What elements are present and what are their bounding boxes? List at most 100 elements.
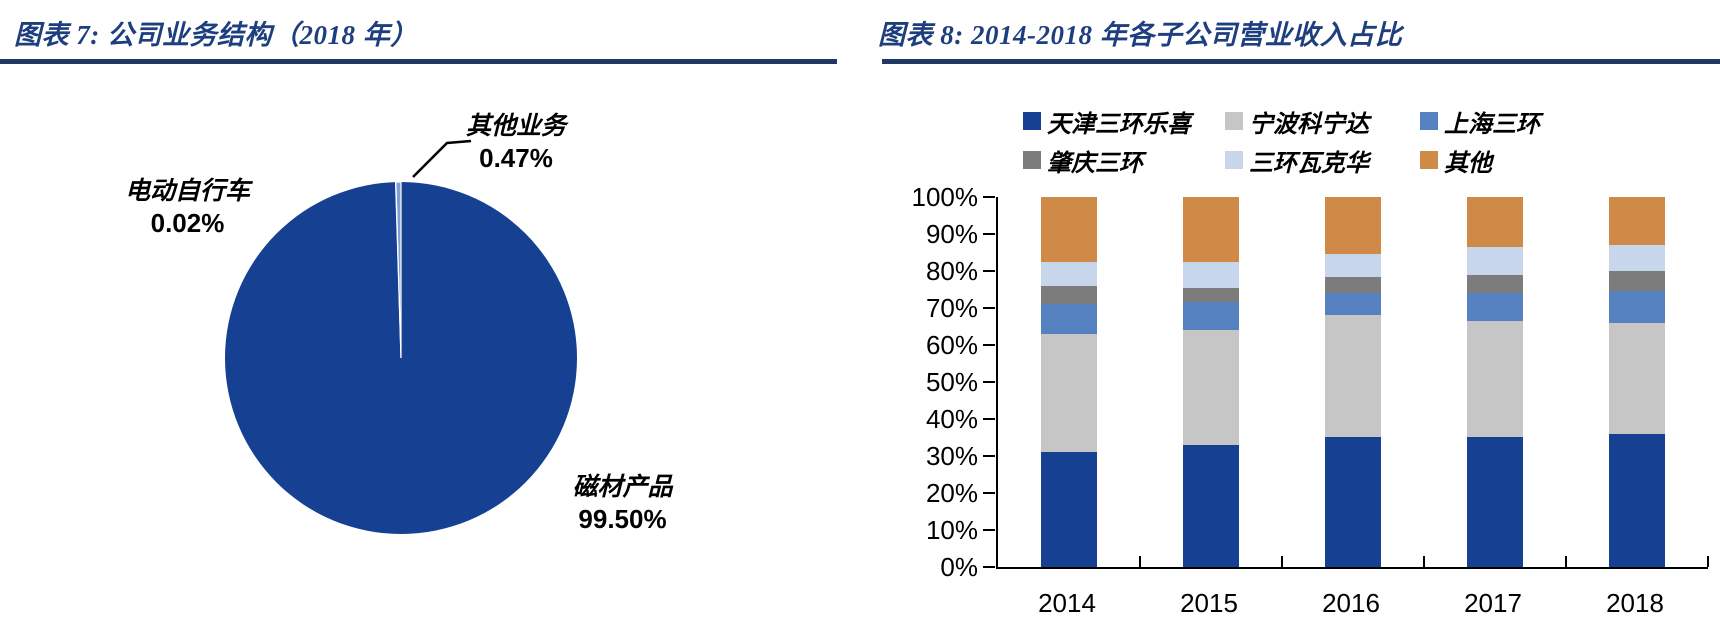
y-axis-tick [983, 566, 995, 568]
bar-segment-2018-s0 [1609, 433, 1665, 567]
bar-chart-plot-area [996, 197, 1709, 569]
stacked-bar-2014 [1041, 197, 1097, 567]
pie-label-other-business: 其他业务 0.47% [430, 111, 602, 174]
pie-label-electric-bicycle-name: 电动自行车 [124, 178, 250, 205]
legend-item-zhaoqing: 肇庆三环 [1023, 147, 1143, 177]
legend-label-tianjin: 天津三环乐喜 [1047, 111, 1191, 138]
y-axis-tick [983, 307, 995, 309]
legend-item-tianjin: 天津三环乐喜 [1023, 108, 1191, 138]
legend-item-other: 其他 [1420, 147, 1492, 177]
y-axis-label-10: 10% [925, 515, 978, 545]
y-axis-tick [983, 529, 995, 531]
y-axis-label-80: 80% [925, 256, 978, 286]
bar-segment-2015-s3 [1183, 287, 1239, 303]
stacked-bar-2018 [1609, 197, 1665, 567]
x-axis-label-2016: 2016 [1322, 588, 1380, 618]
bar-segment-2016-s4 [1325, 254, 1381, 277]
legend-swatch-shanghai [1420, 112, 1438, 130]
y-axis-tick [983, 418, 995, 420]
bar-segment-2018-s2 [1609, 291, 1665, 323]
pie-label-other-business-name: 其他业务 [465, 113, 566, 140]
x-axis-label-2018: 2018 [1606, 588, 1664, 618]
x-axis-label-2015: 2015 [1180, 588, 1238, 618]
pie-slice-electric-bicycle [394, 181, 402, 359]
y-axis-label-0: 0% [940, 552, 978, 582]
x-axis-tick [1707, 556, 1709, 567]
y-axis-label-50: 50% [925, 367, 978, 397]
legend-label-shanghai: 上海三环 [1444, 111, 1540, 138]
y-axis-tick [983, 344, 995, 346]
bar-segment-2015-s2 [1183, 302, 1239, 331]
legend-swatch-tianjin [1023, 112, 1041, 130]
y-axis-label-40: 40% [925, 404, 978, 434]
x-axis-tick [1139, 556, 1141, 567]
bar-segment-2017-s3 [1467, 274, 1523, 294]
pie-label-magnet-products-value: 99.50% [578, 504, 667, 534]
y-axis-tick [983, 233, 995, 235]
bar-segment-2014-s0 [1041, 452, 1097, 567]
bar-segment-2014-s1 [1041, 333, 1097, 453]
legend-label-zhaoqing: 肇庆三环 [1047, 150, 1143, 177]
stacked-bar-2016 [1325, 197, 1381, 567]
y-axis-tick [983, 492, 995, 494]
legend-swatch-vacuumschmelze [1225, 151, 1243, 169]
bar-segment-2018-s4 [1609, 245, 1665, 271]
bar-segment-2015-s4 [1183, 261, 1239, 288]
y-axis-label-90: 90% [925, 219, 978, 249]
y-axis-label-100: 100% [911, 182, 979, 212]
bar-segment-2014-s5 [1041, 197, 1097, 262]
legend-label-other: 其他 [1444, 150, 1492, 177]
bar-segment-2018-s3 [1609, 270, 1665, 292]
bar-segment-2015-s1 [1183, 330, 1239, 445]
x-axis-tick [1423, 556, 1425, 567]
legend-label-vacuumschmelze: 三环瓦克华 [1249, 150, 1369, 177]
legend-item-shanghai: 上海三环 [1420, 108, 1540, 138]
stacked-bar-2015 [1183, 197, 1239, 567]
x-axis-tick [1565, 556, 1567, 567]
pie-label-magnet-products-name: 磁材产品 [572, 474, 673, 501]
bar-segment-2018-s1 [1609, 322, 1665, 434]
figure8-title: 图表 8: 2014-2018 年各子公司营业收入占比 [878, 20, 1403, 50]
bar-segment-2017-s1 [1467, 320, 1523, 438]
y-axis-tick [983, 381, 995, 383]
bar-segment-2015-s5 [1183, 197, 1239, 262]
x-axis-label-2014: 2014 [1038, 588, 1096, 618]
pie-leader-line [412, 139, 472, 178]
y-axis-tick [983, 196, 995, 198]
y-axis-tick [983, 270, 995, 272]
bar-segment-2016-s2 [1325, 293, 1381, 316]
legend-item-ningbo: 宁波科宁达 [1225, 108, 1369, 138]
y-axis-label-20: 20% [925, 478, 978, 508]
bar-segment-2014-s2 [1041, 304, 1097, 334]
bar-segment-2017-s5 [1467, 197, 1523, 247]
pie-label-electric-bicycle: 电动自行车 0.02% [85, 176, 290, 239]
y-axis-tick [983, 455, 995, 457]
pie-label-other-business-value: 0.47% [479, 143, 553, 173]
bar-segment-2018-s5 [1609, 197, 1665, 246]
bar-segment-2014-s4 [1041, 261, 1097, 286]
y-axis-label-60: 60% [925, 330, 978, 360]
bar-segment-2016-s0 [1325, 437, 1381, 567]
bar-segment-2016-s5 [1325, 197, 1381, 255]
figure8-title-rule [882, 59, 1720, 64]
bar-segment-2016-s3 [1325, 276, 1381, 294]
legend-swatch-zhaoqing [1023, 151, 1041, 169]
y-axis-label-70: 70% [925, 293, 978, 323]
figure7-title-rule [0, 59, 837, 64]
legend-label-ningbo: 宁波科宁达 [1249, 111, 1369, 138]
bar-segment-2017-s2 [1467, 293, 1523, 321]
y-axis-label-30: 30% [925, 441, 978, 471]
x-axis-tick [1281, 556, 1283, 567]
pie-chart [225, 181, 577, 534]
stacked-bar-2017 [1467, 197, 1523, 567]
bar-segment-2015-s0 [1183, 444, 1239, 567]
bar-segment-2014-s3 [1041, 285, 1097, 305]
bar-segment-2016-s1 [1325, 315, 1381, 438]
pie-label-electric-bicycle-value: 0.02% [150, 208, 225, 238]
pie-label-magnet-products: 磁材产品 99.50% [530, 472, 715, 535]
legend-swatch-other [1420, 151, 1438, 169]
x-axis-label-2017: 2017 [1464, 588, 1522, 618]
legend-swatch-ningbo [1225, 112, 1243, 130]
bar-segment-2017-s0 [1467, 437, 1523, 567]
